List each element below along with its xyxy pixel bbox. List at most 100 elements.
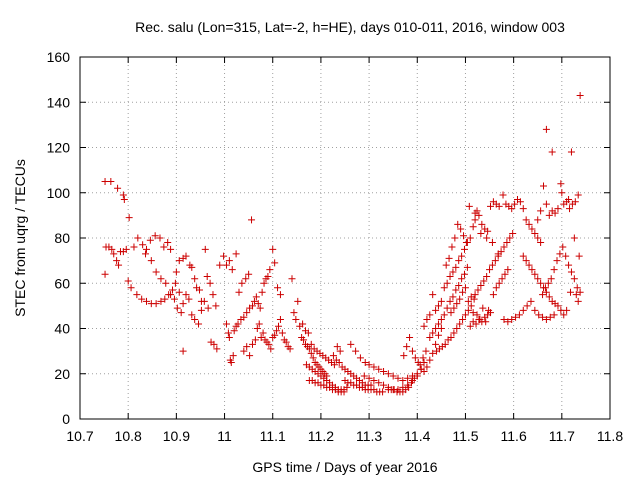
data-point xyxy=(182,291,190,299)
data-point xyxy=(498,275,506,283)
data-point xyxy=(460,270,468,278)
data-point xyxy=(450,304,458,312)
data-point xyxy=(540,182,548,190)
data-point xyxy=(399,377,407,385)
data-point xyxy=(432,340,440,348)
data-point xyxy=(485,306,493,314)
data-point xyxy=(403,343,411,351)
data-point xyxy=(426,356,434,364)
data-point xyxy=(228,266,236,274)
data-point xyxy=(525,220,533,228)
x-tick-label: 11.7 xyxy=(549,428,575,444)
y-tick-label: 80 xyxy=(54,230,70,246)
data-point xyxy=(410,374,418,382)
data-point xyxy=(499,191,507,199)
data-point xyxy=(238,279,246,287)
data-point xyxy=(151,232,159,240)
data-point xyxy=(466,322,474,330)
data-point xyxy=(464,297,472,305)
data-point xyxy=(559,243,567,251)
data-point xyxy=(264,272,272,280)
data-point xyxy=(542,200,550,208)
x-tick-label: 11.4 xyxy=(404,428,430,444)
data-point xyxy=(522,257,530,265)
x-tick-label: 10.7 xyxy=(66,428,93,444)
data-point xyxy=(185,295,193,303)
data-point xyxy=(434,302,442,310)
data-point xyxy=(542,125,550,133)
data-point xyxy=(471,209,479,217)
data-point xyxy=(477,229,485,237)
data-point xyxy=(541,284,549,292)
data-point xyxy=(107,177,115,185)
data-point xyxy=(242,275,250,283)
data-point xyxy=(557,180,565,188)
data-point xyxy=(420,367,428,375)
data-point xyxy=(471,216,479,224)
data-point xyxy=(336,347,344,355)
data-point xyxy=(260,279,268,287)
data-point xyxy=(164,239,172,247)
data-point xyxy=(224,329,232,337)
y-axis-tick-labels: 0 20 40 60 80 100 120 140 160 xyxy=(47,49,71,427)
data-point xyxy=(494,250,502,258)
data-point xyxy=(563,306,571,314)
data-point xyxy=(500,315,508,323)
data-point xyxy=(567,148,575,156)
data-point xyxy=(484,227,492,235)
data-point xyxy=(556,250,564,258)
data-point xyxy=(491,257,499,265)
data-point xyxy=(175,288,183,296)
data-point xyxy=(487,202,495,210)
x-tick-label: 10.8 xyxy=(115,428,142,444)
data-point xyxy=(442,261,450,269)
data-point xyxy=(114,184,122,192)
data-point xyxy=(515,311,523,319)
data-point xyxy=(575,252,583,260)
data-point xyxy=(243,309,251,317)
data-point xyxy=(565,261,573,269)
data-point xyxy=(307,340,315,348)
data-point xyxy=(133,291,141,299)
data-point xyxy=(225,334,233,342)
data-point xyxy=(250,297,258,305)
x-tick-label: 11.3 xyxy=(356,428,382,444)
data-point xyxy=(480,277,488,285)
x-tick-label: 11.6 xyxy=(501,428,527,444)
data-point xyxy=(200,297,208,305)
axis-tick-marks xyxy=(79,56,611,420)
data-point xyxy=(525,261,533,269)
data-point xyxy=(152,268,160,276)
data-point xyxy=(511,200,519,208)
data-point xyxy=(329,352,337,360)
data-point xyxy=(551,209,559,217)
data-point xyxy=(142,250,150,258)
data-point xyxy=(271,259,279,267)
data-point xyxy=(188,311,196,319)
data-point xyxy=(429,291,437,299)
data-point xyxy=(248,340,256,348)
data-point xyxy=(370,363,378,371)
data-point xyxy=(478,220,486,228)
data-point xyxy=(278,329,286,337)
data-point xyxy=(566,288,574,296)
data-point xyxy=(171,279,179,287)
data-point xyxy=(500,243,508,251)
data-point xyxy=(467,302,475,310)
data-point xyxy=(380,381,388,389)
data-point xyxy=(562,252,570,260)
data-point xyxy=(456,295,464,303)
data-point xyxy=(179,300,187,308)
data-point xyxy=(539,313,547,321)
data-point xyxy=(565,196,573,204)
data-point xyxy=(347,340,355,348)
data-point xyxy=(276,315,284,323)
data-point xyxy=(469,309,477,317)
data-point xyxy=(209,291,217,299)
data-point xyxy=(476,315,484,323)
data-point xyxy=(463,263,471,271)
data-point xyxy=(452,263,460,271)
data-point xyxy=(275,322,283,330)
data-point xyxy=(115,261,123,269)
data-point xyxy=(142,297,150,305)
